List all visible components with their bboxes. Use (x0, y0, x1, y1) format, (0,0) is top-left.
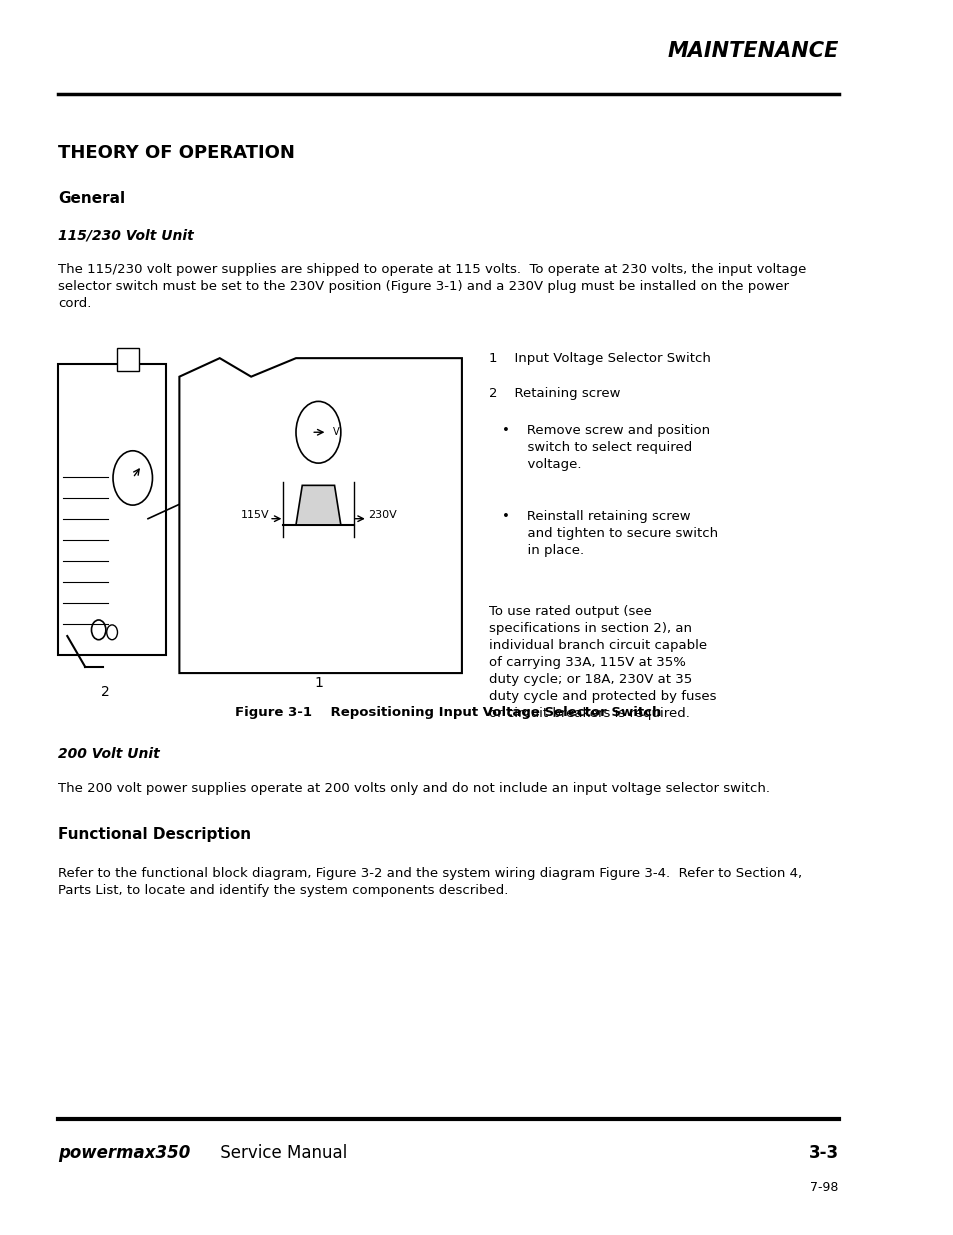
Text: Figure 3-1    Repositioning Input Voltage Selector Switch: Figure 3-1 Repositioning Input Voltage S… (235, 706, 661, 720)
Text: V: V (333, 427, 339, 437)
Text: General: General (58, 191, 125, 206)
Text: THEORY OF OPERATION: THEORY OF OPERATION (58, 144, 294, 163)
Text: Service Manual: Service Manual (215, 1144, 347, 1162)
Text: •    Remove screw and position
      switch to select required
      voltage.: • Remove screw and position switch to se… (501, 424, 710, 471)
Text: The 115/230 volt power supplies are shipped to operate at 115 volts.  To operate: The 115/230 volt power supplies are ship… (58, 263, 806, 310)
Polygon shape (179, 358, 461, 673)
Text: powermax350: powermax350 (58, 1144, 191, 1162)
FancyBboxPatch shape (116, 348, 139, 370)
Text: 3-3: 3-3 (807, 1144, 838, 1162)
Text: The 200 volt power supplies operate at 200 volts only and do not include an inpu: The 200 volt power supplies operate at 2… (58, 782, 769, 795)
Text: 2    Retaining screw: 2 Retaining screw (488, 387, 619, 400)
Text: 230V: 230V (367, 510, 396, 520)
Text: 200 Volt Unit: 200 Volt Unit (58, 747, 160, 761)
Text: •    Reinstall retaining screw
      and tighten to secure switch
      in place: • Reinstall retaining screw and tighten … (501, 510, 718, 557)
Text: 115V: 115V (240, 510, 269, 520)
Polygon shape (295, 485, 340, 525)
Text: MAINTENANCE: MAINTENANCE (666, 41, 838, 61)
Text: 1    Input Voltage Selector Switch: 1 Input Voltage Selector Switch (488, 352, 710, 366)
Text: Functional Description: Functional Description (58, 827, 252, 842)
FancyBboxPatch shape (58, 364, 166, 655)
Text: To use rated output (see
specifications in section 2), an
individual branch circ: To use rated output (see specifications … (488, 605, 716, 720)
Text: 2: 2 (101, 685, 111, 699)
Text: 1: 1 (314, 676, 322, 689)
Text: 7-98: 7-98 (809, 1181, 838, 1194)
Text: Refer to the functional block diagram, Figure 3-2 and the system wiring diagram : Refer to the functional block diagram, F… (58, 867, 801, 897)
Text: 115/230 Volt Unit: 115/230 Volt Unit (58, 228, 193, 242)
